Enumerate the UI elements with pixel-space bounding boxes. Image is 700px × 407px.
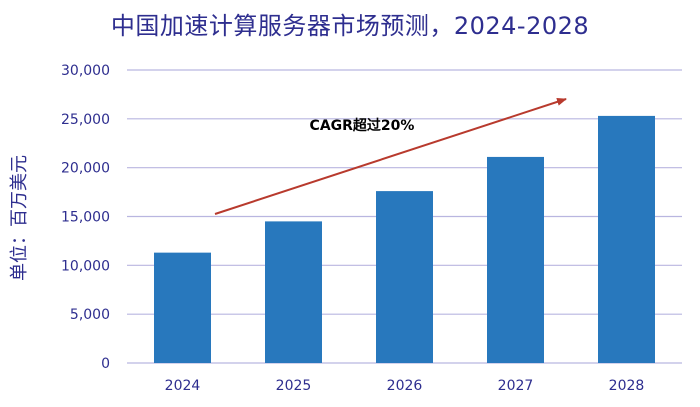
cagr-annotation: CAGR超过20% bbox=[310, 117, 415, 134]
y-tick-label: 10,000 bbox=[61, 258, 110, 274]
bar-2028 bbox=[598, 115, 655, 363]
bar-2026 bbox=[376, 191, 433, 363]
x-tick-label: 2024 bbox=[165, 378, 201, 394]
x-tick-label: 2027 bbox=[498, 378, 534, 394]
y-tick-label: 15,000 bbox=[61, 210, 110, 226]
cagr-trend-arrow bbox=[214, 98, 567, 215]
y-tick-label: 20,000 bbox=[61, 161, 110, 177]
x-tick-label: 2026 bbox=[387, 378, 423, 394]
x-tick-label: 2028 bbox=[609, 378, 645, 394]
y-tick-label: 30,000 bbox=[61, 63, 110, 79]
y-tick-label: 0 bbox=[101, 356, 110, 372]
y-tick-label: 5,000 bbox=[70, 307, 110, 323]
bar-2025 bbox=[265, 221, 322, 363]
bar-2024 bbox=[154, 252, 211, 363]
x-tick-label: 2025 bbox=[276, 378, 312, 394]
chart-title: 中国加速计算服务器市场预测，2024-2028 bbox=[110, 12, 590, 40]
bar-2027 bbox=[487, 156, 544, 363]
y-tick-label: 25,000 bbox=[61, 112, 110, 128]
